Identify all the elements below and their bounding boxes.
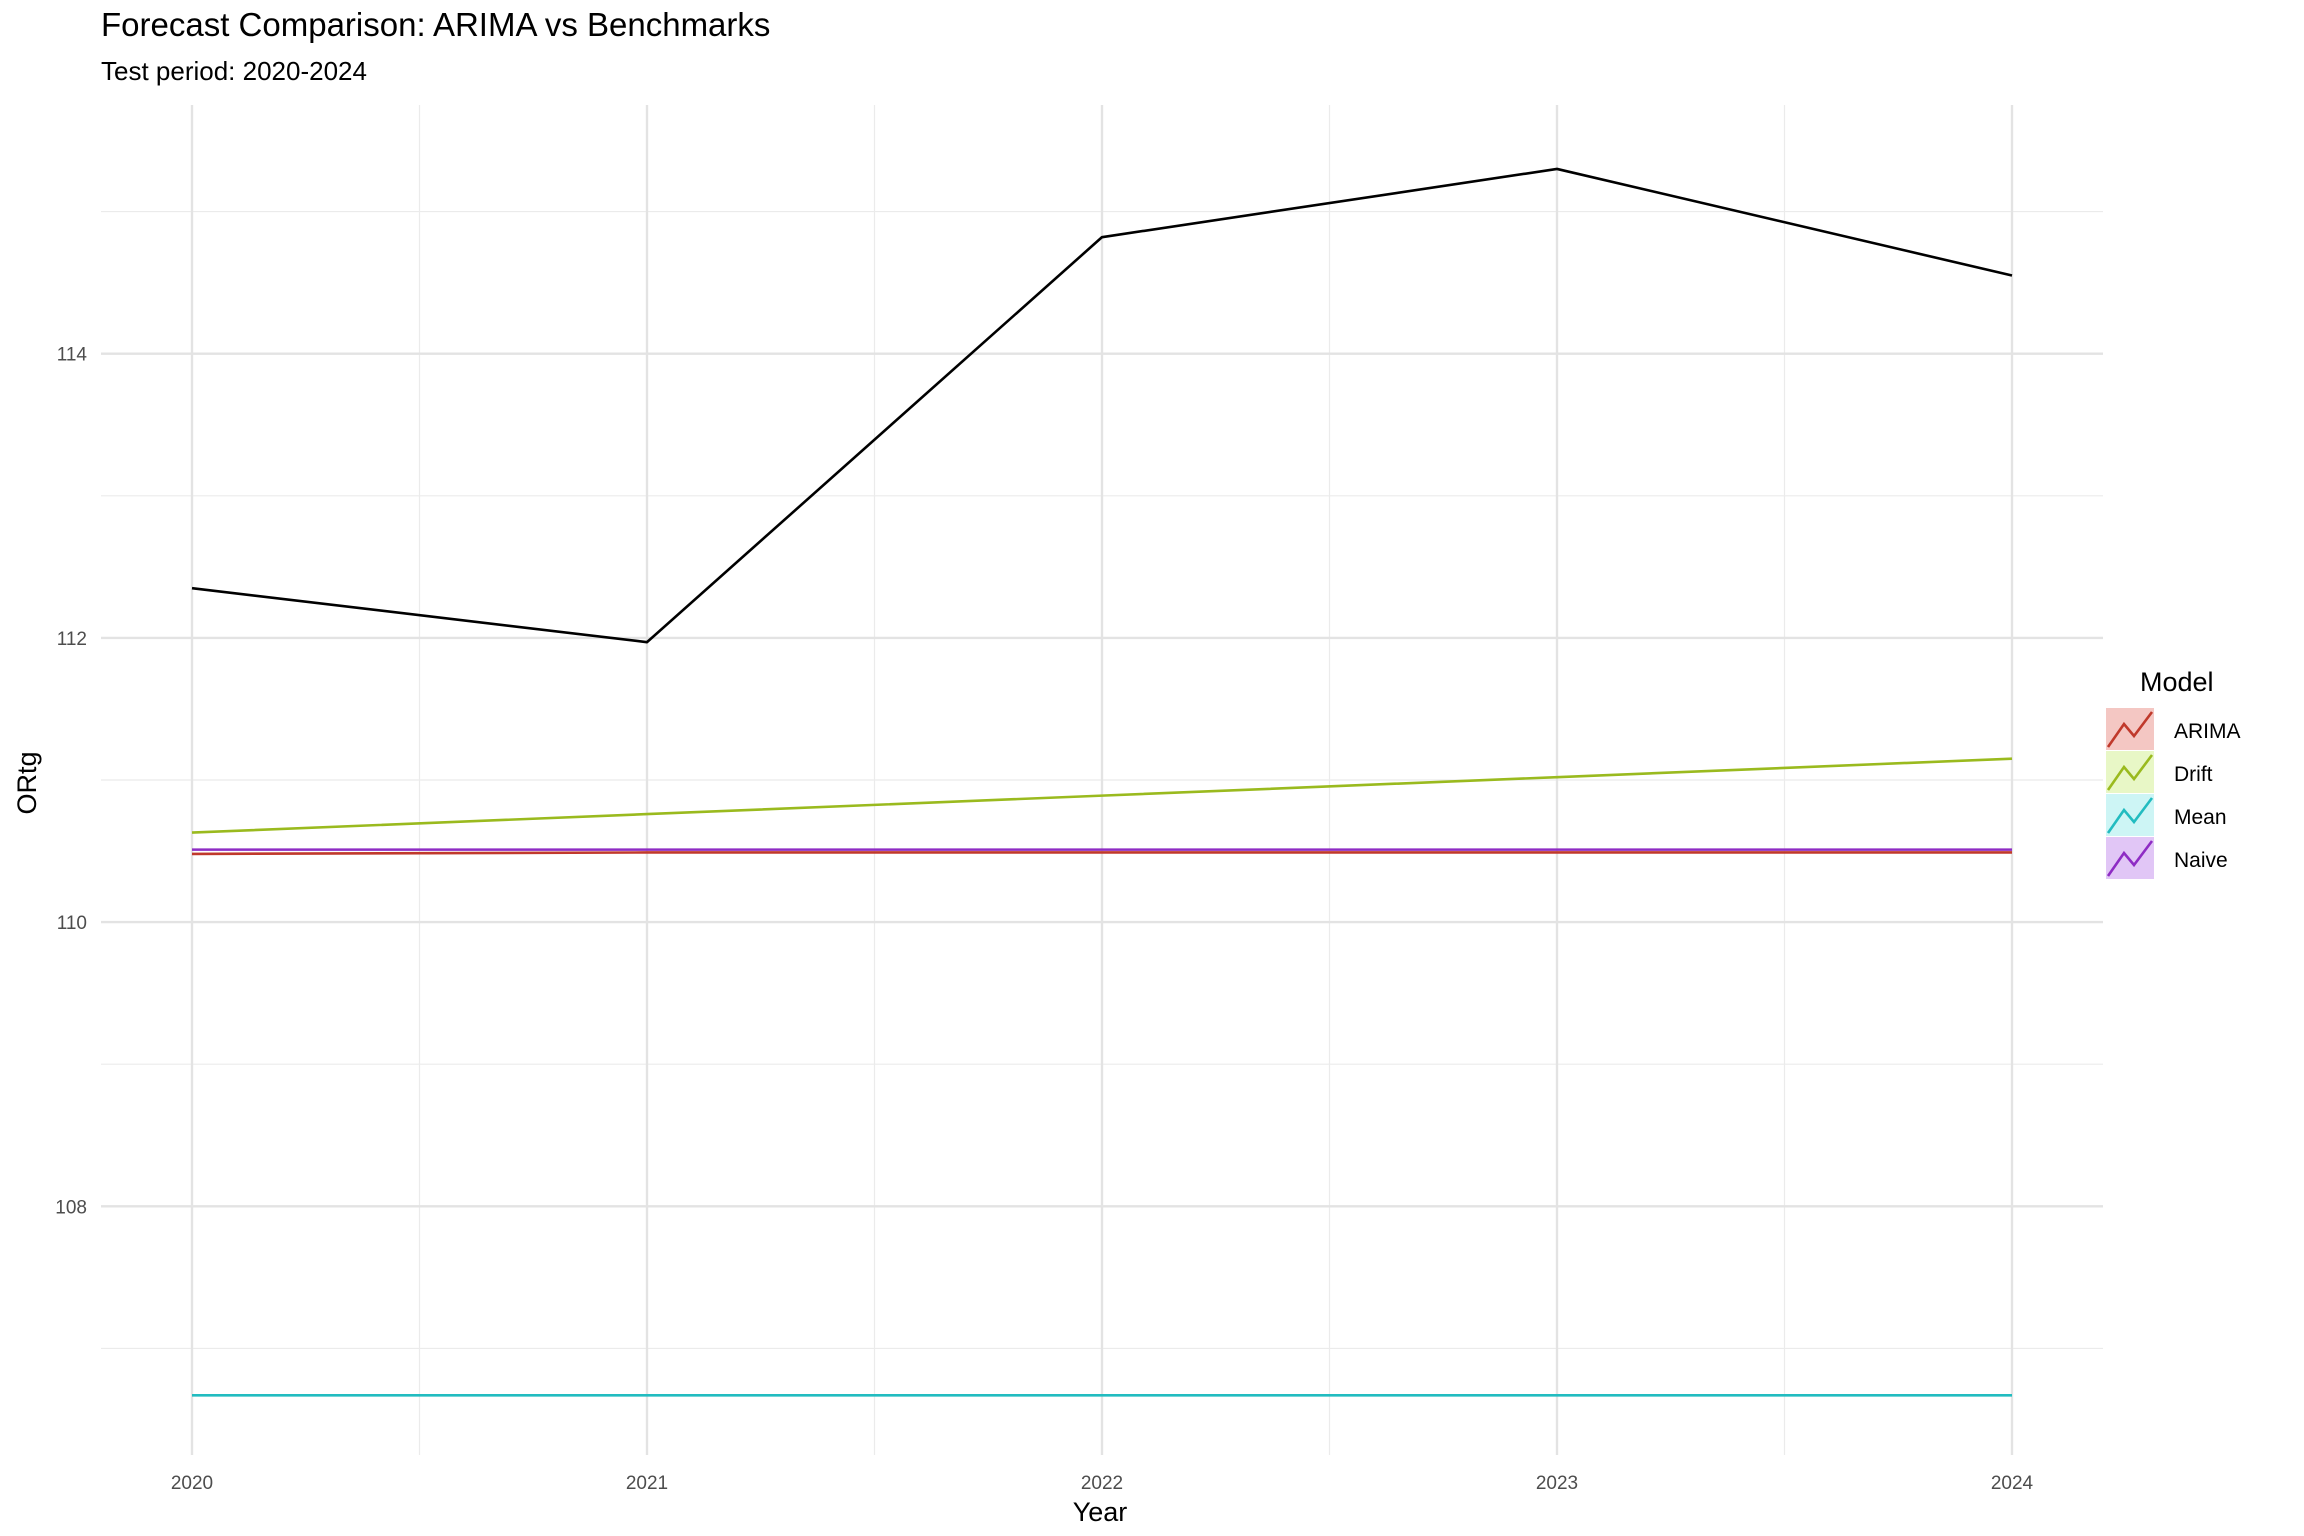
x-tick-label: 2024: [1991, 1473, 2034, 1494]
legend-key-line: [2106, 840, 2154, 877]
legend-label: ARIMA: [2174, 720, 2241, 743]
y-axis-ticks: 108 110 112 114: [55, 345, 87, 1219]
chart-title: Forecast Comparison: ARIMA vs Benchmarks: [101, 6, 771, 43]
legend-item-mean: Mean: [2106, 794, 2227, 836]
actual-series: [191, 167, 2013, 644]
actual-line: [191, 167, 2013, 644]
legend-label: Drift: [2174, 763, 2213, 786]
legend-key-fill: [2106, 708, 2154, 750]
legend-key-fill: [2106, 837, 2154, 879]
x-tick-label: 2021: [626, 1473, 668, 1494]
legend-label: Naive: [2174, 849, 2228, 872]
chart-subtitle: Test period: 2020-2024: [101, 56, 367, 86]
y-axis-title: ORtg: [12, 751, 42, 814]
y-tick-label: 114: [57, 345, 88, 366]
legend-key-line: [2106, 797, 2154, 834]
legend-key-fill: [2106, 794, 2154, 836]
legend-key-fill: [2106, 751, 2154, 793]
x-tick-label: 2020: [171, 1473, 213, 1494]
x-tick-label: 2022: [1081, 1473, 1123, 1494]
legend-label: Mean: [2174, 806, 2227, 829]
y-tick-label: 108: [55, 1197, 87, 1218]
y-tick-label: 112: [57, 629, 87, 650]
series-lines: [191, 757, 2013, 1397]
legend-key-line: [2106, 711, 2154, 748]
series-line-drift: [191, 757, 2013, 834]
y-tick-label: 110: [57, 913, 87, 934]
major-gridlines: [101, 105, 2103, 1455]
legend-title: Model: [2140, 667, 2214, 697]
legend-item-arima: ARIMA: [2106, 708, 2241, 750]
legend-item-drift: Drift: [2106, 751, 2213, 793]
x-axis-title: Year: [1073, 1497, 1128, 1527]
x-axis-ticks: 2020 2021 2022 2023 2024: [171, 1473, 2034, 1494]
legend-item-naive: Naive: [2106, 837, 2228, 879]
x-tick-label: 2023: [1536, 1473, 1578, 1494]
legend: Model ARIMA Drift Mean Naive: [2106, 667, 2241, 879]
series-line-arima: [191, 851, 2012, 856]
legend-key-line: [2106, 754, 2154, 791]
